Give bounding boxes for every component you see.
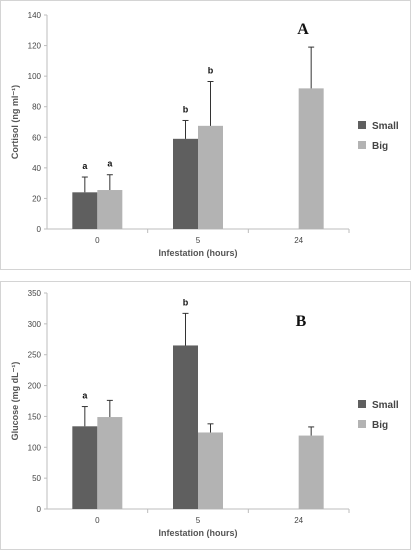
cortisol-bar-big [298, 88, 324, 229]
cortisol-y-tick-label: 80 [32, 103, 41, 112]
cortisol-legend-swatch-small [358, 121, 366, 129]
cortisol-y-tick-label: 120 [28, 42, 42, 51]
glucose-legend-label-big: Big [372, 420, 388, 431]
glucose-significance-label: b [183, 297, 189, 307]
cortisol-x-tick-label: 24 [294, 236, 303, 245]
glucose-chart: 0 50 100 150 200 250 300 350 0 5 24 Infestation (ho… [10, 289, 399, 538]
cortisol-legend-label-big: Big [372, 141, 388, 152]
cortisol-y-axis-title: Cortisol (ng ml⁻¹) [10, 85, 20, 159]
cortisol-chart: 0 20 40 60 80 100 120 140 0 5 24 Infestation (hours… [10, 11, 399, 258]
cortisol-legend-label-small: Small [372, 121, 399, 132]
cortisol-bar-small [173, 138, 198, 229]
glucose-bar-big [198, 432, 223, 509]
glucose-y-tick-label: 300 [28, 320, 42, 329]
glucose-bar-small [173, 345, 198, 509]
cortisol-y-tick-label: 40 [32, 164, 41, 173]
glucose-legend-swatch-big [358, 420, 366, 428]
cortisol-significance-label: b [183, 104, 189, 114]
cortisol-x-axis-title: Infestation (hours) [159, 248, 238, 258]
glucose-legend-label-small: Small [372, 400, 399, 411]
cortisol-bar-big [97, 190, 123, 229]
cortisol-y-tick-label: 60 [32, 133, 41, 142]
cortisol-y-tick-label: 140 [28, 11, 42, 20]
chart-panel-cortisol: 0 20 40 60 80 100 120 140 0 5 24 Infestation (hours… [0, 0, 411, 270]
glucose-significance-label: a [82, 391, 88, 401]
glucose-y-tick-label: 150 [28, 412, 42, 421]
glucose-y-tick-label: 0 [37, 505, 42, 514]
glucose-bar-big [298, 435, 324, 509]
glucose-legend-swatch-small [358, 400, 366, 408]
glucose-x-tick-label: 5 [196, 516, 201, 525]
cortisol-significance-label: a [107, 159, 113, 169]
glucose-x-tick-label: 0 [95, 516, 100, 525]
glucose-bar-big [97, 417, 123, 509]
cortisol-panel-tag: A [297, 21, 309, 38]
glucose-y-tick-label: 100 [28, 443, 42, 452]
chart-panel-glucose: 0 50 100 150 200 250 300 350 0 5 24 Infestation (ho… [0, 281, 411, 550]
cortisol-y-tick-label: 20 [32, 194, 41, 203]
cortisol-significance-label: a [82, 161, 88, 171]
glucose-y-tick-label: 50 [32, 474, 41, 483]
cortisol-y-tick-label: 100 [28, 72, 42, 81]
cortisol-x-tick-label: 5 [196, 236, 201, 245]
cortisol-bar-big [198, 125, 223, 229]
glucose-bar-small [72, 426, 98, 509]
glucose-y-tick-label: 250 [28, 351, 42, 360]
cortisol-y-tick-label: 0 [37, 225, 42, 234]
glucose-x-axis-title: Infestation (hours) [159, 528, 238, 538]
glucose-y-axis-title: Glucose (mg dL⁻¹) [10, 362, 20, 441]
cortisol-bar-small [72, 192, 98, 229]
glucose-panel-tag: B [296, 313, 307, 330]
glucose-x-tick-label: 24 [294, 516, 303, 525]
cortisol-legend-swatch-big [358, 141, 366, 149]
glucose-y-tick-label: 350 [28, 289, 42, 298]
cortisol-significance-label: b [208, 65, 214, 75]
cortisol-x-tick-label: 0 [95, 236, 100, 245]
glucose-y-tick-label: 200 [28, 382, 42, 391]
